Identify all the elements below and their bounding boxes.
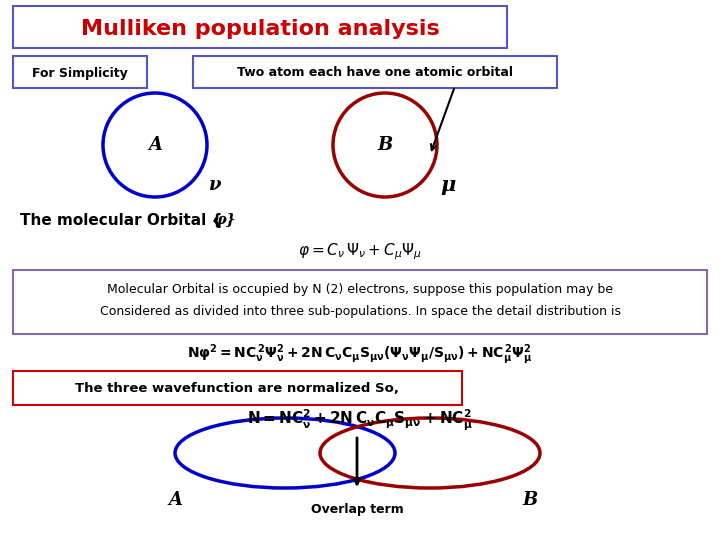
Text: Two atom each have one atomic orbital: Two atom each have one atomic orbital xyxy=(237,66,513,79)
Text: φ}: φ} xyxy=(212,213,235,227)
FancyBboxPatch shape xyxy=(13,270,707,334)
Text: A: A xyxy=(148,136,162,154)
Text: $\mathbf{N = NC_\nu^2 + 2N\,C_\nu C_\mu S_{\mu\nu} + NC_\mu^2}$: $\mathbf{N = NC_\nu^2 + 2N\,C_\nu C_\mu … xyxy=(247,408,473,433)
Text: Overlap term: Overlap term xyxy=(310,503,403,516)
Text: $\varphi = C_\nu\,\Psi_\nu + C_\mu\Psi_\mu$: $\varphi = C_\nu\,\Psi_\nu + C_\mu\Psi_\… xyxy=(298,242,422,262)
Text: μ: μ xyxy=(441,175,456,195)
FancyBboxPatch shape xyxy=(193,56,557,88)
FancyBboxPatch shape xyxy=(13,371,462,405)
Text: A: A xyxy=(168,491,182,509)
FancyBboxPatch shape xyxy=(13,6,507,48)
Text: Mulliken population analysis: Mulliken population analysis xyxy=(81,19,439,39)
Text: The molecular Orbital {: The molecular Orbital { xyxy=(20,213,222,227)
Text: Molecular Orbital is occupied by N (2) electrons, suppose this population may be: Molecular Orbital is occupied by N (2) e… xyxy=(107,284,613,296)
Text: B: B xyxy=(377,136,392,154)
Text: ν: ν xyxy=(209,176,221,194)
FancyBboxPatch shape xyxy=(13,56,147,88)
Text: $\mathbf{N\varphi^2 = NC_\nu^{\,2}\Psi_\nu^2 + 2N\,C_\nu C_\mu S_{\mu\nu}(\Psi_\: $\mathbf{N\varphi^2 = NC_\nu^{\,2}\Psi_\… xyxy=(187,343,533,367)
Text: Considered as divided into three sub-populations. In space the detail distributi: Considered as divided into three sub-pop… xyxy=(99,306,621,319)
Text: For Simplicity: For Simplicity xyxy=(32,66,128,79)
Text: The three wavefunction are normalized So,: The three wavefunction are normalized So… xyxy=(75,382,399,395)
Text: B: B xyxy=(523,491,538,509)
